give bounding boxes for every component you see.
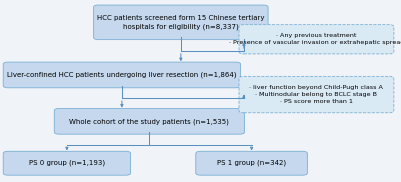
FancyBboxPatch shape [3, 151, 131, 175]
FancyBboxPatch shape [3, 62, 241, 88]
Text: PS 0 group (n=1,193): PS 0 group (n=1,193) [29, 160, 105, 167]
FancyBboxPatch shape [93, 5, 268, 40]
FancyBboxPatch shape [239, 25, 394, 54]
Text: PS 1 group (n=342): PS 1 group (n=342) [217, 160, 286, 167]
FancyBboxPatch shape [239, 76, 394, 113]
FancyBboxPatch shape [196, 151, 308, 175]
FancyBboxPatch shape [54, 108, 245, 134]
Text: · Any previous treatment
· Presence of vascular invasion or extrahepatic spread: · Any previous treatment · Presence of v… [229, 33, 401, 45]
Text: HCC patients screened form 15 Chinese tertiary
hospitals for eligibility (n=8,33: HCC patients screened form 15 Chinese te… [97, 15, 265, 30]
Text: Liver-confined HCC patients undergoing liver resection (n=1,864): Liver-confined HCC patients undergoing l… [7, 72, 237, 78]
Text: · liver function beyond Child-Pugh class A
· Multinodular belong to BCLC stage B: · liver function beyond Child-Pugh class… [249, 85, 383, 104]
Text: Whole cohort of the study patients (n=1,535): Whole cohort of the study patients (n=1,… [69, 118, 229, 124]
